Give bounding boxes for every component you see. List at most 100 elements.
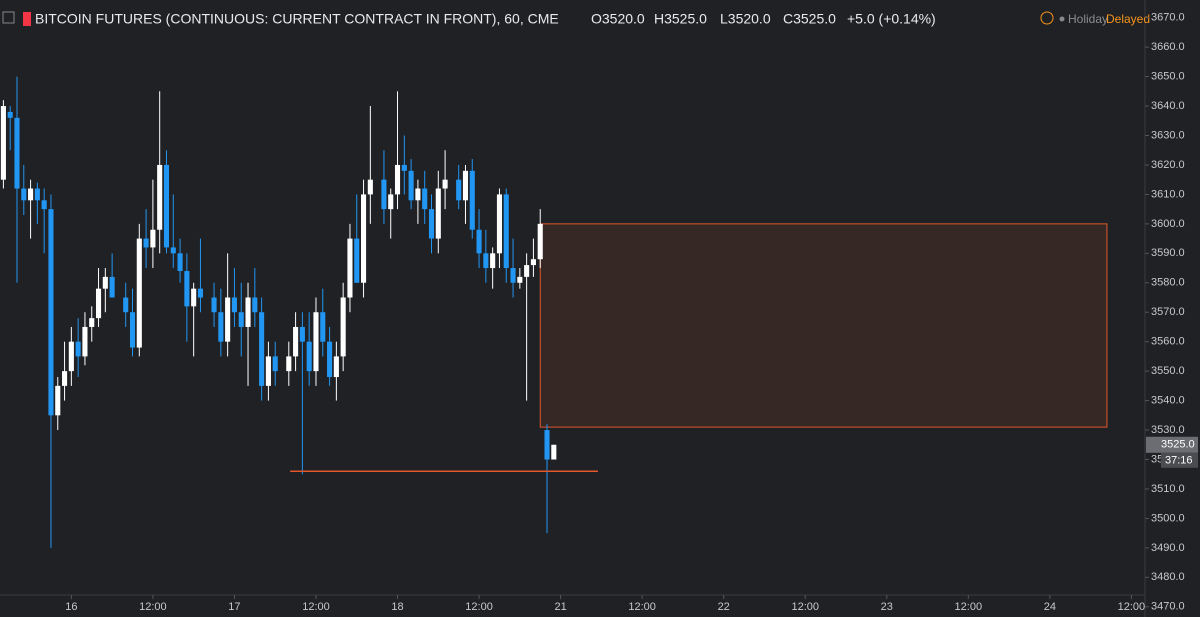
x-tick-label: 12:00 [1118, 601, 1146, 613]
candle-body [503, 194, 509, 269]
candle-body [238, 312, 244, 327]
y-tick-label: 3600.0 [1151, 218, 1185, 230]
x-tick-label: 12:00 [628, 601, 656, 613]
candle-body [109, 276, 115, 298]
candle-body [381, 179, 387, 210]
candle-body [428, 209, 435, 239]
ohlc-open: O3520.0 [591, 11, 645, 27]
candle-body [551, 444, 557, 460]
y-tick-label: 3540.0 [1151, 395, 1185, 407]
last-price-box [1146, 436, 1198, 453]
candle-body [293, 326, 299, 357]
candle-body [367, 179, 373, 195]
last-price-label: 3525.0 [1161, 439, 1195, 451]
candle-body [177, 253, 183, 271]
ohlc-change: +5.0 (+0.14%) [847, 11, 936, 27]
candle-body [184, 270, 190, 307]
candle-body [422, 188, 428, 210]
candle-body [388, 194, 394, 210]
candle-body [21, 188, 27, 201]
x-tick-label: 21 [554, 601, 566, 613]
candle-body [462, 170, 469, 201]
countdown-label: 37:16 [1165, 455, 1193, 467]
candle-body [340, 297, 346, 357]
candle-body [55, 385, 61, 416]
axes: 3470.03480.03490.03500.03510.03520.03530… [65, 12, 1198, 613]
x-tick-label: 22 [718, 601, 730, 613]
candle-body [394, 164, 401, 195]
candle-body [524, 265, 530, 277]
ohlc-low: L3520.0 [720, 11, 771, 27]
y-tick-label: 3610.0 [1151, 188, 1185, 200]
holiday-status: Holiday [1068, 12, 1108, 26]
delayed-status: Delayed [1106, 12, 1150, 26]
candle-body [34, 188, 40, 201]
candle-body [95, 288, 102, 319]
candle-body [544, 430, 550, 460]
candle-body [170, 247, 176, 254]
candle-body [197, 288, 204, 298]
y-tick-label: 3650.0 [1151, 70, 1185, 82]
y-tick-label: 3590.0 [1151, 247, 1185, 259]
candle-body [245, 297, 251, 327]
plot-area [0, 76, 1108, 548]
candle-body [252, 297, 258, 313]
candle-body [191, 288, 197, 307]
x-tick-label: 17 [228, 601, 240, 613]
candle-body [89, 318, 95, 327]
status-dot [1059, 16, 1065, 22]
y-tick-label: 3640.0 [1151, 100, 1185, 112]
candle-body [401, 164, 407, 171]
x-tick-label: 12:00 [791, 601, 819, 613]
candle-body [354, 238, 360, 283]
x-tick-label: 16 [65, 601, 77, 613]
candle-body [259, 312, 265, 386]
y-tick-label: 3490.0 [1151, 542, 1185, 554]
symbol-flag [23, 12, 31, 26]
x-tick-label: 12:00 [139, 601, 167, 613]
x-tick-label: 24 [1044, 601, 1056, 613]
candle-body [272, 356, 278, 372]
y-tick-label: 3570.0 [1151, 306, 1185, 318]
candle-body [320, 312, 326, 342]
expand-icon[interactable] [2, 11, 15, 24]
candle-body [163, 164, 170, 248]
candle-body [530, 259, 536, 266]
y-tick-label: 3620.0 [1151, 159, 1185, 171]
countdown-box [1161, 452, 1198, 468]
candle-body [313, 312, 319, 372]
candle-body [150, 229, 156, 248]
x-tick-label: 12:00 [465, 601, 493, 613]
candle-body [218, 312, 224, 342]
candle-body [62, 371, 68, 386]
candle-body [225, 297, 231, 342]
x-tick-label: 18 [391, 601, 403, 613]
warning-icon[interactable] [1040, 11, 1054, 25]
candle-body [537, 223, 543, 260]
y-tick-label: 3500.0 [1151, 512, 1185, 524]
candle-body [333, 356, 339, 378]
candle-body [143, 238, 149, 248]
y-tick-label: 3510.0 [1151, 483, 1185, 495]
y-tick-label: 3630.0 [1151, 129, 1185, 141]
x-tick-label: 23 [881, 601, 893, 613]
ohlc-high: H3525.0 [654, 11, 707, 27]
y-tick-label: 3660.0 [1151, 41, 1185, 53]
y-tick-label: 3480.0 [1151, 571, 1185, 583]
candle-body [469, 170, 475, 230]
candle-body [211, 297, 217, 313]
candle-body [299, 326, 305, 342]
candle-body [157, 164, 163, 230]
candle-body [435, 188, 441, 239]
zone [539, 223, 1108, 428]
candle-body [347, 238, 353, 298]
candle-body [286, 356, 292, 372]
candle-body [510, 268, 516, 283]
candle-body [68, 341, 74, 372]
candle-body [408, 170, 414, 201]
candle-body [456, 179, 462, 201]
candle-body [82, 326, 88, 357]
y-tick-label: 3470.0 [1151, 601, 1185, 613]
candle-body [231, 297, 237, 313]
